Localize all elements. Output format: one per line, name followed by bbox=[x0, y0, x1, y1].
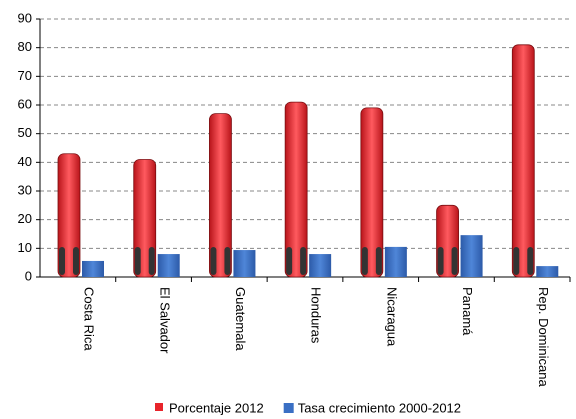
x-tick-label: El Salvador bbox=[157, 287, 172, 354]
bar bbox=[82, 260, 104, 277]
bar bbox=[460, 235, 483, 277]
bar bbox=[536, 266, 559, 277]
wheel bbox=[527, 247, 534, 275]
y-tick-label: 0 bbox=[25, 268, 32, 283]
pictograph-bar bbox=[57, 153, 81, 278]
wheel bbox=[210, 247, 217, 275]
wheel bbox=[375, 247, 382, 275]
wheel bbox=[361, 247, 368, 275]
wheel bbox=[73, 247, 79, 275]
y-tick-label: 60 bbox=[18, 96, 32, 111]
y-tick-label: 50 bbox=[18, 125, 32, 140]
wheel bbox=[513, 247, 520, 275]
bar bbox=[157, 254, 180, 277]
wheel bbox=[451, 247, 458, 275]
bar bbox=[384, 246, 407, 277]
x-tick-label: Panamá bbox=[460, 287, 475, 336]
legend-label: Porcentaje 2012 bbox=[169, 400, 264, 415]
wheel bbox=[300, 247, 307, 275]
wheel bbox=[59, 247, 65, 275]
legend-swatch bbox=[155, 403, 163, 411]
pictograph-bar bbox=[360, 107, 384, 278]
y-tick-label: 80 bbox=[18, 39, 32, 54]
wheel bbox=[224, 247, 231, 275]
y-tick-label: 40 bbox=[18, 154, 32, 169]
y-tick-label: 10 bbox=[18, 240, 32, 255]
wheel bbox=[134, 247, 141, 275]
y-tick-label: 30 bbox=[18, 182, 32, 197]
y-tick-label: 20 bbox=[18, 211, 32, 226]
legend-swatch bbox=[283, 403, 294, 413]
legend-label: Tasa crecimiento 2000-2012 bbox=[298, 400, 461, 415]
wheel bbox=[437, 247, 444, 275]
y-tick-label: 70 bbox=[18, 68, 32, 83]
pictograph-bar bbox=[209, 113, 232, 278]
x-tick-label: Guatemala bbox=[233, 287, 248, 351]
x-tick-label: Costa Rica bbox=[82, 287, 97, 351]
x-tick-label: Honduras bbox=[309, 287, 324, 344]
bar bbox=[309, 254, 332, 277]
bar bbox=[233, 250, 256, 277]
x-tick-label: Nicaragua bbox=[384, 287, 399, 347]
pictograph-bar bbox=[511, 44, 535, 278]
y-tick-label: 90 bbox=[18, 10, 32, 25]
pictograph-bar bbox=[284, 101, 308, 278]
wheel bbox=[286, 247, 293, 275]
wheel bbox=[148, 247, 155, 275]
x-tick-label: Rep. Dominicana bbox=[536, 287, 551, 387]
